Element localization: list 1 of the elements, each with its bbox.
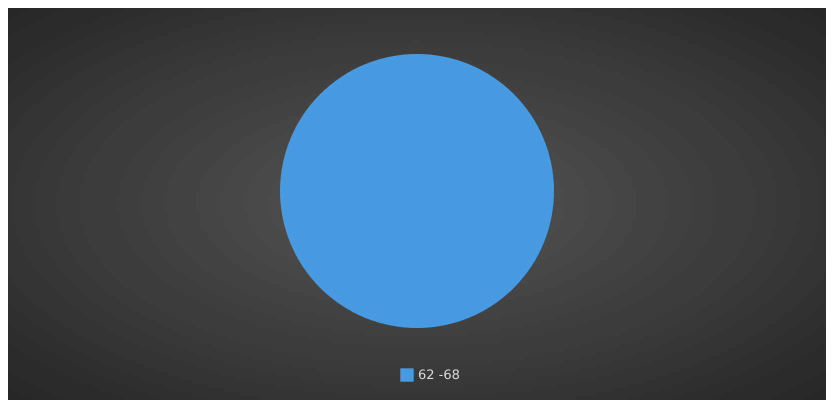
legend-label: 62 -68 <box>418 368 460 383</box>
